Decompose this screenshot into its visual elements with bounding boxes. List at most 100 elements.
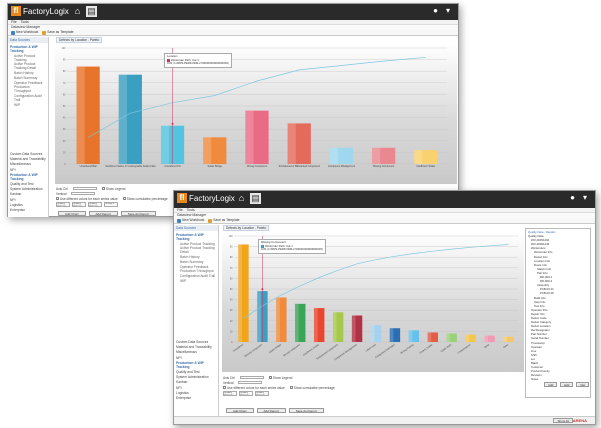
save-report-button[interactable]: Save As Report (288, 408, 324, 413)
sidebar-sub-item[interactable]: Active Product Tracking Detail (180, 246, 215, 255)
chart-tab[interactable]: Defects by Location - Pareto (223, 225, 270, 231)
sidebar-sub-item[interactable]: WIP (180, 279, 187, 284)
slot-chip[interactable]: Quality Defects Count (88, 202, 102, 207)
save-template-button[interactable]: Save as Template (42, 30, 73, 35)
sidebar-sub-item[interactable]: Operator Feedback (180, 264, 209, 269)
sidebar-category[interactable]: Production & WIP Tracking (10, 172, 38, 181)
tree-node[interactable]: Defect Category (531, 320, 552, 325)
add-report-button[interactable]: Add Report (256, 408, 286, 413)
tree-node[interactable]: Workorders (531, 246, 546, 251)
tree-node[interactable]: Notes (531, 377, 539, 382)
settings-icon[interactable]: ▾ (582, 193, 587, 202)
tree-add-button[interactable]: Add (543, 382, 558, 387)
slot-chip[interactable]: Group 1 (104, 202, 118, 207)
tree-node[interactable]: Ref Designator (531, 328, 550, 333)
sidebar-sub-item[interactable]: Batch Summary (180, 259, 204, 264)
tree-delete-button[interactable]: Del (576, 382, 589, 387)
add-chart-button[interactable]: Add Chart (226, 408, 254, 413)
sidebar-sub-item[interactable]: Active Product Tracking (14, 53, 36, 62)
sidebar-category[interactable]: Quality and Test (10, 181, 34, 186)
tree-node[interactable]: Assembly (537, 283, 550, 288)
sidebar-category[interactable]: Custom Data Sources (10, 152, 43, 157)
sidebar-category[interactable]: Enterprise (176, 395, 192, 400)
report-icon[interactable]: ▤ (86, 6, 97, 17)
sidebar-category[interactable]: Material and Traceability (176, 345, 212, 350)
tree-node[interactable]: Line (531, 348, 537, 353)
sidebar-category[interactable]: Logistics (176, 390, 189, 395)
menu-file[interactable]: File (11, 20, 17, 24)
new-workbook-button[interactable]: New Workbook (177, 218, 204, 223)
sidebar-category[interactable]: NPI (10, 167, 16, 172)
tree-node[interactable]: RD-000-1 (540, 275, 553, 280)
sidebar-category[interactable]: Miscellaneous (10, 162, 31, 167)
slot-chip[interactable]: Quality Defects Location (223, 391, 237, 396)
slot-chip[interactable]: Quality Defects Product (72, 202, 86, 207)
tree-node[interactable]: Defect Code (531, 315, 547, 320)
tree-node[interactable]: Location Info (534, 258, 551, 263)
user-icon[interactable]: ● (570, 193, 575, 202)
sidebar-category[interactable]: Enterprise (10, 207, 26, 212)
x-axis-dropdown[interactable] (239, 375, 264, 380)
cumulative-option[interactable]: Show cumulative percentage (289, 386, 335, 390)
menu-tools[interactable]: Tools (20, 20, 29, 24)
home-icon[interactable]: ⌂ (238, 193, 245, 203)
new-workbook-button[interactable]: New Workbook (11, 30, 38, 35)
y-axis-dropdown[interactable] (238, 380, 263, 385)
chart-tab[interactable]: Defects by Location - Pareto (56, 37, 103, 43)
sidebar-active-category[interactable]: Production & WIP Tracking (10, 44, 38, 53)
settings-icon[interactable]: ▾ (445, 6, 450, 15)
add-report-button[interactable]: Add Report (88, 211, 118, 216)
different-colors-option[interactable]: Use different colors for each series val… (223, 386, 285, 390)
tree-node[interactable]: Station Info (537, 266, 552, 271)
slot-chip[interactable]: Quality Defects Location (56, 202, 70, 207)
different-colors-option[interactable]: Use different colors for each series val… (56, 197, 118, 201)
tree-node[interactable]: Lot (531, 356, 535, 361)
sidebar-sub-item[interactable]: Operator Feedback (14, 80, 43, 85)
sidebar-sub-item[interactable]: Configuration Audit Trail (14, 94, 42, 103)
sidebar-category[interactable]: Kanban (176, 380, 188, 385)
menu-tools[interactable]: Tools (186, 208, 195, 212)
sidebar-category[interactable]: System Administration (10, 187, 43, 192)
tree-node[interactable]: Quality Data (528, 234, 544, 239)
report-icon[interactable]: ▤ (250, 193, 261, 204)
sidebar-category[interactable]: NPI (10, 197, 16, 202)
sidebar-sub-item[interactable]: Batch History (180, 255, 200, 260)
tree-node[interactable]: Defect Location (531, 324, 551, 329)
x-axis-dropdown[interactable] (72, 186, 97, 191)
tree-node[interactable]: Batch (531, 361, 539, 365)
tree-node[interactable]: Repair Info (531, 311, 545, 316)
tree-node[interactable]: Workorder Info (534, 250, 553, 255)
home-icon[interactable]: ⌂ (74, 6, 81, 16)
tree-node[interactable]: RD-000-2 (540, 279, 553, 284)
sidebar-category[interactable]: Kanban (10, 192, 22, 197)
sidebar-category[interactable]: NPI (176, 355, 182, 360)
y-axis-dropdown[interactable] (71, 191, 96, 196)
sidebar-sub-item[interactable]: WIP (14, 103, 21, 108)
tree-node[interactable]: PCB-00-01 (540, 287, 554, 292)
slot-chip[interactable]: Quality Defects Count (255, 391, 269, 396)
tree-node[interactable]: Serial Number (531, 336, 549, 341)
sidebar-category[interactable]: Production & WIP Tracking (176, 360, 204, 369)
sidebar-sub-item[interactable]: Active Product Tracking (180, 241, 215, 246)
show-legend-option[interactable]: Show Legend (268, 376, 292, 380)
sidebar-sub-item[interactable]: Batch History (14, 71, 34, 76)
sidebar-active-category[interactable]: Production & WIP Tracking (176, 232, 204, 241)
sidebar-category[interactable]: Material and Traceability (10, 157, 46, 162)
tree-node[interactable]: WO-00451245 (531, 242, 550, 247)
show-all-button[interactable]: Show All (553, 418, 573, 423)
tree-node[interactable]: Revision (531, 373, 542, 378)
tree-node[interactable]: Timestamp (531, 340, 545, 345)
tree-node[interactable]: Customer (531, 365, 544, 370)
tree-node[interactable]: Defect Info (534, 254, 548, 259)
menu-file[interactable]: File (177, 208, 183, 212)
tree-node[interactable]: PCB-00-02 (540, 291, 554, 296)
tree-node[interactable]: Operator (531, 344, 543, 349)
sidebar-sub-item[interactable]: Configuration Audit Trail (180, 274, 216, 279)
tree-node[interactable]: Part Number (531, 332, 547, 337)
tree-node[interactable]: Product Family (531, 369, 550, 374)
sidebar-category[interactable]: Logistics (10, 202, 23, 207)
sidebar-category[interactable]: Custom Data Sources (176, 340, 209, 345)
user-icon[interactable]: ● (433, 6, 438, 15)
tree-node[interactable]: Operator Info (531, 307, 548, 312)
sidebar-category[interactable]: System Administration (176, 375, 209, 380)
